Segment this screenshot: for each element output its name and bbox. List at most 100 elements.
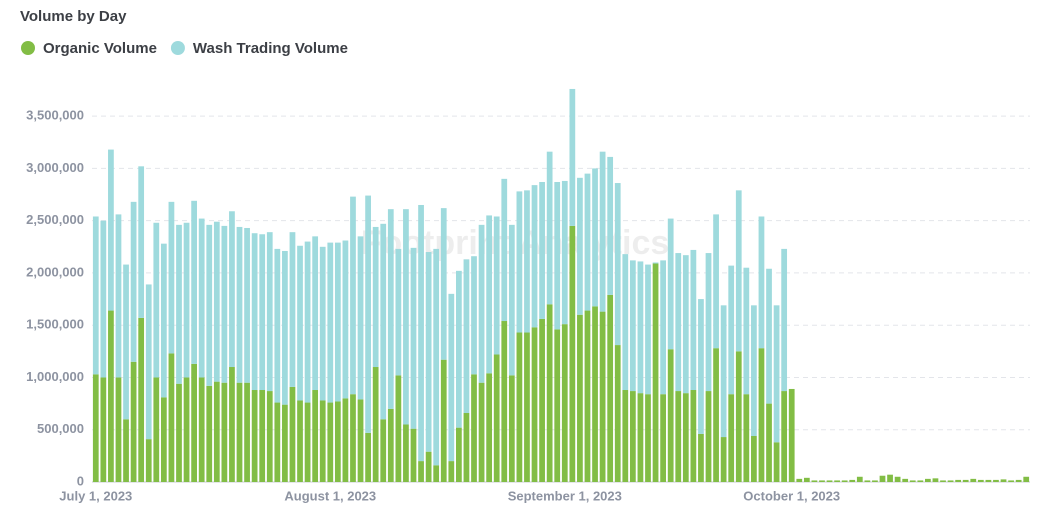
bar-segment	[667, 218, 674, 350]
bar-segment	[561, 180, 568, 325]
bar-segment	[524, 190, 530, 333]
bar-segment	[584, 173, 591, 311]
bar-segment	[524, 332, 530, 482]
bar-segment	[539, 181, 545, 319]
bar-segment	[123, 419, 129, 482]
bar-segment	[1008, 480, 1014, 482]
legend-swatch	[170, 41, 185, 55]
bar-segment	[138, 166, 145, 318]
bar-segment	[713, 348, 719, 482]
bar-segment	[970, 478, 977, 482]
bar-segment	[834, 480, 840, 482]
bar-segment	[387, 209, 394, 409]
bar-segment	[478, 382, 485, 482]
legend-label: Wash Trading Volume	[193, 40, 348, 57]
bar-segment	[433, 465, 440, 482]
bar-segment	[629, 391, 636, 482]
bar-segment	[516, 191, 523, 333]
bar-segment	[395, 248, 402, 376]
bar-segment	[145, 439, 152, 482]
bar-segment	[1000, 479, 1007, 482]
bar-segment	[720, 305, 727, 438]
bar-segment	[486, 215, 493, 374]
bar-segment	[925, 478, 931, 482]
bar-segment	[92, 216, 99, 375]
bar-segment	[471, 256, 477, 375]
bar-segment	[864, 480, 871, 482]
bar-segment	[622, 254, 629, 391]
bar-segment	[667, 349, 674, 482]
bar-segment	[463, 259, 470, 414]
bar-segment	[145, 284, 152, 440]
y-tick-label: 3,000,000	[26, 160, 84, 175]
bar-segment	[781, 248, 788, 392]
bar-segment	[289, 386, 296, 482]
bar-segment	[198, 218, 205, 378]
bar-segment	[153, 222, 160, 378]
bar-segment	[751, 436, 757, 482]
legend-label: Organic Volume	[43, 40, 157, 57]
bar-segment	[372, 367, 379, 482]
bar-segment	[887, 474, 893, 482]
bar-segment	[478, 224, 485, 383]
bar-segment	[168, 201, 175, 354]
bar-segment	[977, 479, 984, 482]
bar-segment	[826, 480, 833, 482]
legend-swatch	[21, 41, 35, 55]
bar-segment	[599, 311, 606, 482]
bar-segment	[773, 305, 780, 443]
bar-segment	[213, 381, 220, 482]
bar-segment	[516, 332, 523, 482]
bar-segment	[304, 241, 311, 403]
bar-segment	[531, 185, 538, 328]
bar-segment	[463, 413, 470, 482]
bar-segment	[448, 461, 455, 482]
bar-segment	[191, 363, 197, 482]
bar-segment	[259, 390, 266, 482]
bar-segment	[274, 248, 281, 403]
bar-segment	[501, 321, 508, 482]
bar-segment	[947, 480, 954, 482]
bar-segment	[577, 177, 583, 315]
bar-segment	[743, 267, 750, 395]
bar-segment	[440, 208, 447, 360]
bar-segment	[440, 359, 447, 482]
bar-segment	[387, 408, 394, 482]
bar-segment	[342, 240, 349, 399]
bar-segment	[244, 227, 250, 383]
bar-segment	[607, 156, 614, 295]
bar-segment	[743, 394, 750, 482]
bar-segment	[660, 260, 666, 395]
bar-segment	[1023, 476, 1030, 482]
bar-segment	[108, 149, 114, 311]
bar-segment	[917, 480, 924, 482]
bar-segment	[660, 394, 666, 482]
bar-segment	[720, 437, 727, 482]
bar-segment	[395, 375, 402, 482]
bar-segment	[274, 402, 281, 482]
bar-segment	[168, 353, 175, 482]
bar-segment	[229, 367, 235, 482]
bar-segment	[622, 390, 629, 482]
bar-segment	[312, 390, 319, 482]
bar-segment	[645, 264, 651, 395]
bar-segment	[682, 255, 689, 394]
x-tick-label: July 1, 2023	[59, 488, 132, 503]
bar-segment	[448, 293, 455, 462]
bar-segment	[327, 402, 334, 482]
bar-segment	[758, 216, 765, 349]
x-tick-label: October 1, 2023	[743, 488, 840, 503]
bar-segment	[841, 480, 848, 482]
bar-segment	[554, 329, 561, 482]
bar-segment	[788, 388, 795, 482]
bar-segment	[365, 432, 371, 482]
bar-segment	[592, 168, 598, 307]
bar-segment	[985, 479, 992, 482]
bar-segment	[675, 253, 682, 392]
bar-segment	[803, 477, 810, 482]
bar-segment	[160, 243, 167, 398]
bar-segment	[879, 475, 886, 482]
bar-segment	[130, 361, 137, 482]
bar-segment	[251, 390, 258, 482]
